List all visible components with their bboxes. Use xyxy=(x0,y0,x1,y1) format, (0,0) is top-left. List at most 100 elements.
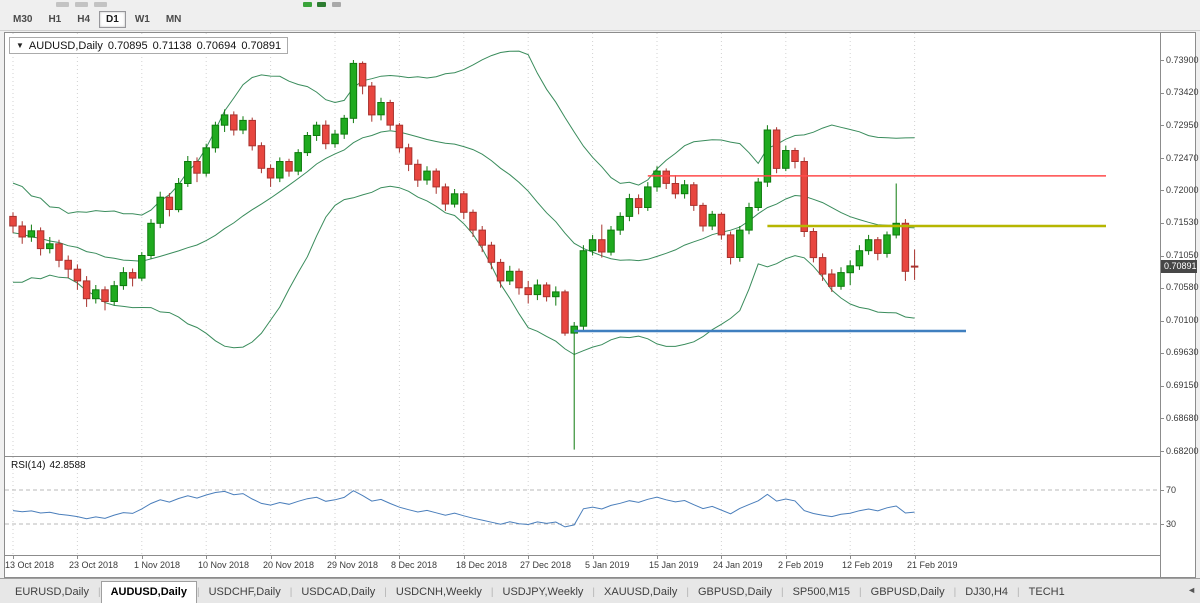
chart-tab-usdjpy-weekly[interactable]: USDJPY,Weekly xyxy=(502,586,584,598)
price-chart-canvas[interactable] xyxy=(5,33,1160,456)
date-axis-label: 29 Nov 2018 xyxy=(327,560,379,570)
axis-tick xyxy=(1161,490,1164,491)
rsi-axis-label: 30 xyxy=(1166,519,1177,529)
price-axis-label: 0.70100 xyxy=(1166,315,1199,325)
date-axis-label: 10 Nov 2018 xyxy=(198,560,250,570)
chart-tab-gbpusd-daily[interactable]: GBPUSD,Daily xyxy=(697,586,772,598)
date-axis-label: 23 Oct 2018 xyxy=(69,560,119,570)
tab-separator: | xyxy=(196,587,200,598)
axis-tick xyxy=(1161,158,1164,159)
axis-tick xyxy=(1161,60,1164,61)
price-axis-label: 0.72470 xyxy=(1166,153,1199,163)
symbol-label: AUDUSD,Daily xyxy=(28,39,103,52)
rsi-name: RSI(14) xyxy=(11,460,46,471)
price-axis-label: 0.72950 xyxy=(1166,120,1199,130)
chart-area[interactable]: ▼ AUDUSD,Daily 0.70895 0.71138 0.70694 0… xyxy=(4,32,1199,578)
timeframe-button-m30[interactable]: M30 xyxy=(13,14,33,25)
date-axis-tick xyxy=(657,556,658,559)
panel-divider[interactable] xyxy=(5,456,1195,457)
chart-tab-dj30-h4[interactable]: DJ30,H4 xyxy=(965,586,1009,598)
date-axis-label: 15 Jan 2019 xyxy=(649,560,699,570)
date-axis-label: 20 Nov 2018 xyxy=(263,560,315,570)
collapse-arrow-icon[interactable]: ▼ xyxy=(16,41,24,50)
date-axis-tick xyxy=(271,556,272,559)
rsi-value: 42.8588 xyxy=(49,460,86,471)
chart-legend: ▼ AUDUSD,Daily 0.70895 0.71138 0.70694 0… xyxy=(9,37,289,54)
panel-divider[interactable] xyxy=(5,555,1195,556)
date-axis-tick xyxy=(593,556,594,559)
toolbar-fragment-icon xyxy=(332,2,341,7)
chart-tab-usdcnh-weekly[interactable]: USDCNH,Weekly xyxy=(395,586,482,598)
date-axis-tick xyxy=(13,556,14,559)
date-axis-label: 8 Dec 2018 xyxy=(391,560,438,570)
tab-separator: | xyxy=(780,587,784,598)
toolbar-fragment-icon xyxy=(94,2,107,7)
chart-tab-bar: EURUSD,Daily | AUDUSD,Daily | USDCHF,Daily | U… xyxy=(0,578,1200,603)
date-axis-tick xyxy=(335,556,336,559)
date-axis-tick xyxy=(850,556,851,559)
date-axis-tick xyxy=(142,556,143,559)
chart-toolbar-icon[interactable] xyxy=(317,2,326,7)
date-axis-label: 2 Feb 2019 xyxy=(778,560,824,570)
chart-tab-sp500-m15[interactable]: SP500,M15 xyxy=(792,586,851,598)
tab-scroll-left-icon[interactable]: ◄ xyxy=(1187,585,1196,595)
current-price-badge: 0.70891 xyxy=(1161,260,1197,273)
date-axis-label: 12 Feb 2019 xyxy=(842,560,893,570)
axis-tick xyxy=(1161,93,1164,94)
timeframe-button-h4[interactable]: H4 xyxy=(77,14,91,25)
open-value: 0.70895 xyxy=(107,39,148,52)
date-axis-tick xyxy=(206,556,207,559)
price-axis-label: 0.69630 xyxy=(1166,347,1199,357)
toolbar-fragment-icon xyxy=(56,2,69,7)
price-axis-label: 0.71530 xyxy=(1166,217,1199,227)
chart-tab-xauusd-daily[interactable]: XAUUSD,Daily xyxy=(604,586,678,598)
chart-tab-gbpusd-daily[interactable]: GBPUSD,Daily xyxy=(870,586,945,598)
date-axis-label: 24 Jan 2019 xyxy=(713,560,763,570)
date-axis-label: 18 Dec 2018 xyxy=(456,560,508,570)
price-axis-label: 0.73900 xyxy=(1166,55,1199,65)
date-axis-tick xyxy=(786,556,787,559)
axis-tick xyxy=(1161,353,1164,354)
chart-tab-tech1[interactable]: TECH1 xyxy=(1028,586,1065,598)
toolbar-fragment-icon xyxy=(75,2,88,7)
rsi-indicator-label: RSI(14) 42.8588 xyxy=(11,460,90,471)
timeframe-button-w1[interactable]: W1 xyxy=(134,14,150,25)
tab-separator: | xyxy=(859,587,862,598)
axis-tick xyxy=(1161,524,1164,525)
date-axis-tick xyxy=(399,556,400,559)
date-axis-label: 1 Nov 2018 xyxy=(134,560,181,570)
price-axis-label: 0.69150 xyxy=(1166,380,1199,390)
axis-tick xyxy=(1161,223,1164,224)
price-axis-label: 0.68200 xyxy=(1166,446,1199,456)
price-axis-label: 0.73420 xyxy=(1166,87,1199,97)
rsi-chart-canvas[interactable] xyxy=(5,457,1160,555)
price-axis-label: 0.71050 xyxy=(1166,250,1199,260)
price-axis-label: 0.70580 xyxy=(1166,282,1199,292)
date-axis-tick xyxy=(528,556,529,559)
date-axis-tick xyxy=(721,556,722,559)
chart-tab-usdchf-daily[interactable]: USDCHF,Daily xyxy=(208,586,281,598)
axis-tick xyxy=(1161,418,1164,419)
timeframe-button-d1[interactable]: D1 xyxy=(99,11,126,28)
timeframe-button-h1[interactable]: H1 xyxy=(48,14,62,25)
timeframe-button-mn[interactable]: MN xyxy=(165,14,182,25)
tab-separator: | xyxy=(686,587,689,598)
axis-tick xyxy=(1161,256,1164,257)
chart-toolbar-icon[interactable] xyxy=(303,2,312,7)
chart-tab-eurusd-daily[interactable]: EURUSD,Daily xyxy=(15,586,89,598)
axis-tick xyxy=(1161,321,1164,322)
tab-separator: | xyxy=(97,587,101,598)
axis-tick xyxy=(1161,125,1164,126)
high-value: 0.71138 xyxy=(152,39,192,52)
tab-separator: | xyxy=(953,587,957,598)
date-axis-tick xyxy=(915,556,916,559)
chart-tab-usdcad-daily[interactable]: USDCAD,Daily xyxy=(301,586,376,598)
axis-tick xyxy=(1161,288,1164,289)
chart-tab-audusd-daily[interactable]: AUDUSD,Daily xyxy=(100,581,197,603)
tab-separator: | xyxy=(490,587,494,598)
tab-separator: | xyxy=(384,587,387,598)
price-axis-label: 0.72000 xyxy=(1166,185,1199,195)
price-axis-label: 0.68680 xyxy=(1166,413,1199,423)
tab-separator: | xyxy=(592,587,596,598)
